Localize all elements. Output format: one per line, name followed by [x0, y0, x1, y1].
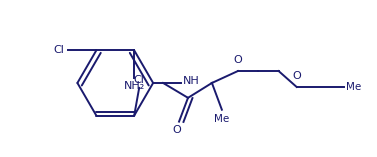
Text: Cl: Cl: [134, 75, 145, 85]
Text: Me: Me: [214, 114, 230, 124]
Text: O: O: [173, 125, 182, 135]
Text: NH: NH: [183, 76, 200, 86]
Text: O: O: [292, 71, 301, 81]
Text: Cl: Cl: [54, 45, 65, 55]
Text: O: O: [233, 55, 242, 65]
Text: Me: Me: [346, 82, 362, 92]
Text: NH₂: NH₂: [124, 81, 145, 91]
